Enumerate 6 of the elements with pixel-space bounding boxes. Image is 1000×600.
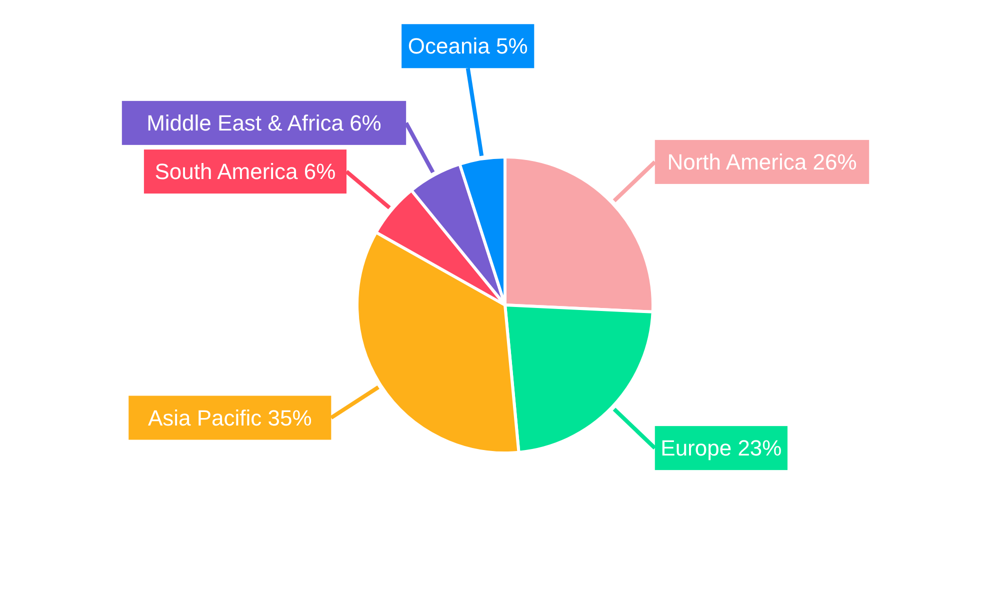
slice-label: North America 26% [667, 149, 857, 174]
slice-label: Asia Pacific 35% [148, 405, 312, 430]
slice-label: Europe 23% [660, 436, 782, 461]
slice-label: South America 6% [154, 159, 336, 184]
slice-label: Oceania 5% [408, 34, 528, 59]
slice-label: Middle East & Africa 6% [146, 110, 382, 136]
